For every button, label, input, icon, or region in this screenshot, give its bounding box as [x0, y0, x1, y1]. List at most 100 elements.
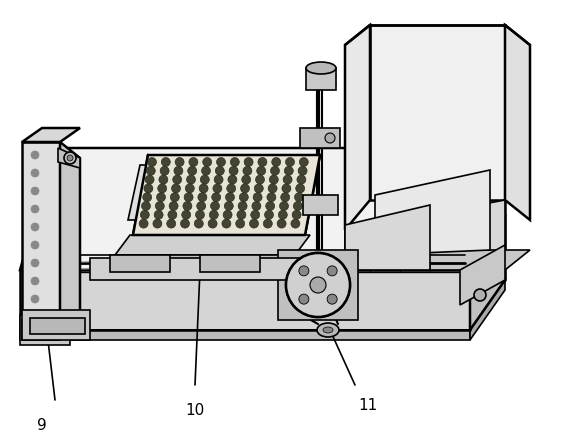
Circle shape [216, 157, 225, 166]
Circle shape [161, 157, 170, 166]
Circle shape [31, 169, 39, 177]
Circle shape [31, 151, 39, 159]
Circle shape [277, 219, 286, 228]
Circle shape [189, 157, 198, 166]
Circle shape [244, 157, 253, 166]
Polygon shape [22, 142, 60, 340]
Circle shape [197, 202, 206, 211]
Circle shape [170, 193, 179, 202]
Polygon shape [30, 318, 85, 334]
Circle shape [172, 184, 181, 193]
Circle shape [283, 175, 292, 184]
Circle shape [201, 166, 210, 175]
Circle shape [168, 211, 177, 219]
Circle shape [231, 157, 239, 166]
Polygon shape [133, 155, 320, 235]
Circle shape [253, 193, 262, 202]
Circle shape [299, 266, 309, 276]
Polygon shape [345, 200, 505, 270]
Polygon shape [110, 255, 170, 272]
Circle shape [154, 211, 163, 219]
Circle shape [251, 211, 260, 219]
Circle shape [228, 175, 237, 184]
Circle shape [173, 175, 182, 184]
Circle shape [169, 202, 178, 211]
Circle shape [225, 193, 235, 202]
Circle shape [196, 211, 205, 219]
Circle shape [159, 175, 168, 184]
Circle shape [31, 313, 39, 321]
Circle shape [279, 211, 287, 219]
Circle shape [269, 175, 279, 184]
Circle shape [268, 184, 277, 193]
Circle shape [229, 166, 238, 175]
Circle shape [296, 184, 305, 193]
Circle shape [215, 166, 224, 175]
Circle shape [31, 277, 39, 285]
Circle shape [31, 205, 39, 213]
Circle shape [175, 157, 184, 166]
Circle shape [214, 175, 223, 184]
Circle shape [188, 166, 197, 175]
Polygon shape [20, 330, 470, 340]
Circle shape [224, 202, 233, 211]
Circle shape [186, 175, 196, 184]
Text: 9: 9 [37, 418, 47, 433]
Circle shape [298, 166, 307, 175]
Polygon shape [505, 25, 530, 220]
Polygon shape [303, 195, 338, 215]
Circle shape [157, 193, 165, 202]
Circle shape [153, 219, 162, 228]
Circle shape [146, 166, 156, 175]
Circle shape [295, 193, 304, 202]
Circle shape [222, 219, 231, 228]
Polygon shape [370, 25, 505, 200]
Circle shape [256, 175, 264, 184]
Polygon shape [300, 128, 340, 148]
Circle shape [267, 193, 276, 202]
Polygon shape [115, 255, 295, 270]
Circle shape [286, 253, 350, 317]
Circle shape [280, 202, 288, 211]
Polygon shape [470, 280, 505, 340]
Circle shape [223, 211, 232, 219]
Circle shape [181, 219, 189, 228]
Circle shape [237, 211, 246, 219]
Circle shape [200, 175, 209, 184]
Circle shape [31, 187, 39, 195]
Ellipse shape [317, 323, 339, 337]
Circle shape [293, 202, 302, 211]
Circle shape [239, 193, 248, 202]
Circle shape [285, 157, 295, 166]
Polygon shape [58, 148, 80, 168]
Polygon shape [115, 235, 310, 255]
Polygon shape [22, 320, 60, 340]
Polygon shape [345, 25, 370, 230]
Circle shape [202, 157, 212, 166]
Circle shape [292, 211, 301, 219]
Circle shape [264, 211, 273, 219]
Circle shape [158, 184, 166, 193]
Circle shape [156, 202, 164, 211]
Circle shape [140, 211, 149, 219]
Circle shape [139, 219, 148, 228]
Circle shape [148, 157, 157, 166]
Circle shape [243, 166, 252, 175]
Polygon shape [90, 258, 300, 280]
Text: 11: 11 [359, 398, 378, 413]
Circle shape [255, 184, 263, 193]
Polygon shape [460, 245, 505, 305]
Circle shape [166, 219, 176, 228]
Circle shape [249, 219, 259, 228]
Polygon shape [20, 315, 70, 345]
Circle shape [64, 152, 76, 164]
Circle shape [199, 184, 208, 193]
Circle shape [145, 175, 154, 184]
Circle shape [160, 166, 169, 175]
Circle shape [474, 289, 486, 301]
Circle shape [184, 193, 193, 202]
Circle shape [286, 253, 350, 317]
Circle shape [325, 133, 335, 143]
Polygon shape [470, 215, 505, 335]
Circle shape [142, 193, 152, 202]
